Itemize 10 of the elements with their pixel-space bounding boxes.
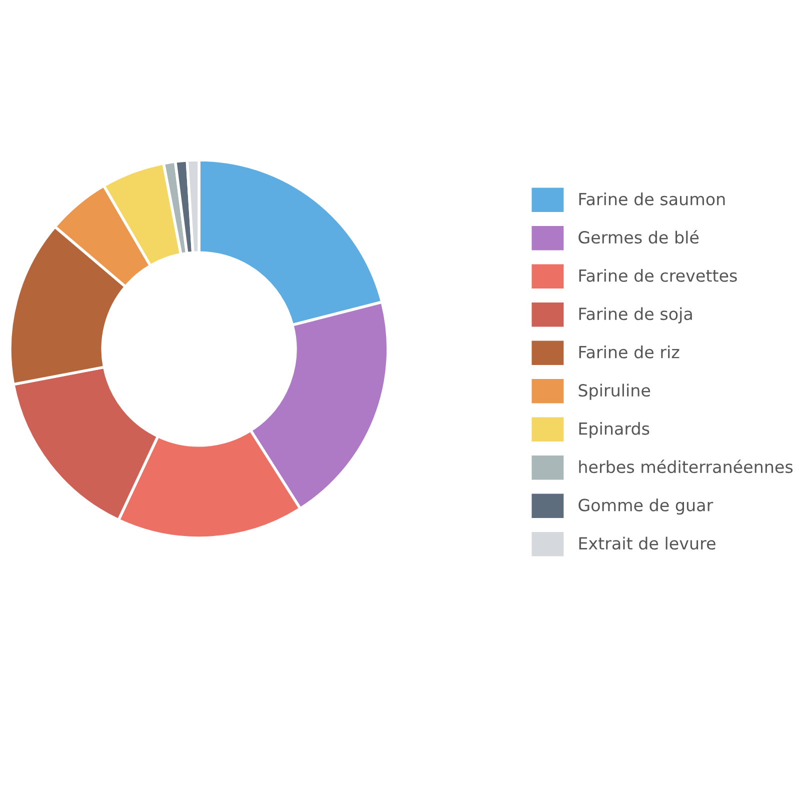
legend-label: herbes méditerranéennes	[579, 460, 793, 474]
legend-label: Extrait de levure	[579, 536, 716, 550]
legend-label: Spiruline	[578, 384, 650, 400]
legend-label: Gomme de guar	[578, 498, 714, 515]
legend-label: Farine de saumon	[579, 192, 725, 206]
legend-label: Farine de crevettes	[579, 269, 737, 282]
legend-label: Farine de soja	[579, 307, 692, 324]
legend-label: Farine de riz	[579, 346, 680, 358]
legend-label: Germes de blé	[578, 230, 699, 244]
legend-label: Epinards	[579, 422, 650, 438]
